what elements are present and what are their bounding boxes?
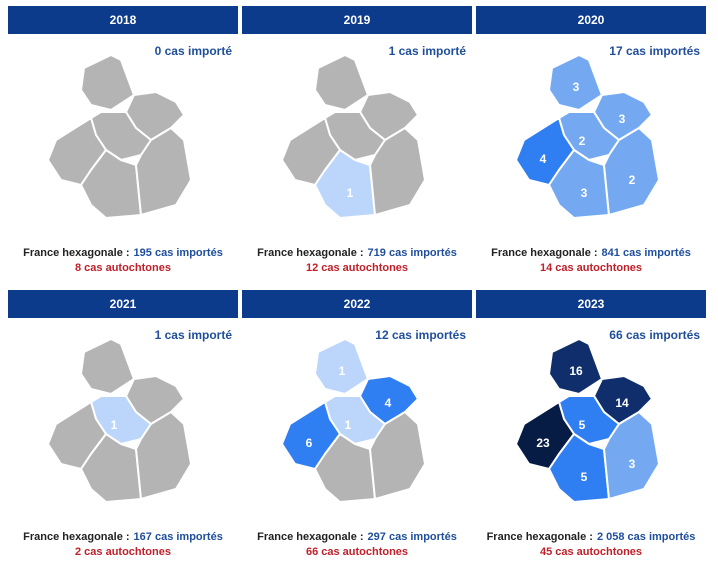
department xyxy=(369,411,426,500)
imported-count: 1 cas importé xyxy=(389,44,467,58)
department xyxy=(369,127,426,216)
department-count: 1 xyxy=(345,418,352,432)
panel-header xyxy=(8,6,238,34)
france-imported: 167 cas importés xyxy=(134,531,223,543)
france-line: France hexagonale : 2 058 cas importés xyxy=(487,531,696,543)
imported-count: 66 cas importés xyxy=(609,328,700,342)
france-imported: 719 cas importés xyxy=(368,247,457,259)
department xyxy=(548,338,603,395)
department xyxy=(314,54,369,111)
department-count: 1 xyxy=(347,186,354,200)
panel-body: 1 cas importé 1 France hexagonale : 719 cas… xyxy=(257,44,466,274)
region-map: 16 14 5 23 5 3 xyxy=(515,338,660,503)
panel-header xyxy=(476,6,706,34)
department-count: 3 xyxy=(573,80,580,94)
department-count: 5 xyxy=(581,470,588,484)
panel: 2019 1 cas importé 1 France hexagonale : 719… xyxy=(242,6,472,274)
france-label: France hexagonale : xyxy=(23,247,129,259)
imported-count: 12 cas importés xyxy=(375,328,466,342)
france-imported: 195 cas importés xyxy=(134,247,223,259)
autochthonous-count: 14 cas autochtones xyxy=(540,262,642,274)
department-count: 14 xyxy=(615,396,629,410)
department xyxy=(80,54,135,111)
department-count: 3 xyxy=(619,112,626,126)
france-imported: 297 cas importés xyxy=(368,531,457,543)
department-count: 6 xyxy=(306,436,313,450)
department-count: 4 xyxy=(385,396,392,410)
panel-year: 2022 xyxy=(344,297,371,311)
department-count: 2 xyxy=(629,173,636,187)
department-count: 23 xyxy=(536,436,550,450)
department xyxy=(80,338,135,395)
france-line: France hexagonale : 297 cas importés xyxy=(257,531,457,543)
region-map xyxy=(47,54,192,219)
imported-count: 0 cas importé xyxy=(155,44,233,58)
department-count: 5 xyxy=(579,418,586,432)
panel: 2022 12 cas importés 1 4 1 6 France hexagonale… xyxy=(242,290,472,558)
department-count: 3 xyxy=(629,457,636,471)
department xyxy=(135,411,192,500)
france-line: France hexagonale : 841 cas importés xyxy=(491,247,691,259)
panel: 2023 66 cas importés 16 14 5 23 5 3 France hexag… xyxy=(476,290,706,558)
panel-year: 2023 xyxy=(578,297,605,311)
panel-year: 2020 xyxy=(578,13,605,27)
region-map: 1 xyxy=(281,54,426,219)
autochthonous-count: 66 cas autochtones xyxy=(306,546,408,558)
france-label: France hexagonale : xyxy=(23,531,129,543)
panel-body: 17 cas importés 3 3 2 4 3 2 France hexagonale :… xyxy=(491,44,700,274)
france-label: France hexagonale : xyxy=(257,531,363,543)
panel-header xyxy=(242,290,472,318)
panel-body: 1 cas importé 1 France hexagonale : 167 cas… xyxy=(23,328,232,558)
department xyxy=(135,127,192,216)
panel-header xyxy=(8,290,238,318)
panel-year: 2018 xyxy=(110,13,137,27)
autochthonous-count: 45 cas autochtones xyxy=(540,546,642,558)
france-imported: 841 cas importés xyxy=(602,247,691,259)
department-count: 2 xyxy=(579,134,586,148)
department xyxy=(314,338,369,395)
panel-header xyxy=(476,290,706,318)
panel: 2020 17 cas importés 3 3 2 4 3 2 France hexagona… xyxy=(476,6,706,274)
autochthonous-count: 2 cas autochtones xyxy=(75,546,171,558)
france-line: France hexagonale : 167 cas importés xyxy=(23,531,223,543)
department-count: 4 xyxy=(540,152,547,166)
panel-body: 66 cas importés 16 14 5 23 5 3 France hexagonal… xyxy=(487,328,701,558)
france-imported: 2 058 cas importés xyxy=(597,531,695,543)
department xyxy=(603,411,660,500)
region-map: 1 4 1 6 xyxy=(281,338,426,503)
region-map: 3 3 2 4 3 2 xyxy=(515,54,660,219)
france-label: France hexagonale : xyxy=(487,531,593,543)
autochthonous-count: 12 cas autochtones xyxy=(306,262,408,274)
department-count: 1 xyxy=(339,364,346,378)
panel: 2018 0 cas importé France hexagonale : 195 … xyxy=(8,6,238,274)
department xyxy=(548,54,603,111)
france-line: France hexagonale : 719 cas importés xyxy=(257,247,457,259)
panel-year: 2021 xyxy=(110,297,137,311)
france-line: France hexagonale : 195 cas importés xyxy=(23,247,223,259)
panel-header xyxy=(242,6,472,34)
department-count: 16 xyxy=(569,364,583,378)
panel-year: 2019 xyxy=(344,13,371,27)
panel: 2021 1 cas importé 1 France hexagonale : 167… xyxy=(8,290,238,558)
department xyxy=(603,127,660,216)
panel-body: 12 cas importés 1 4 1 6 France hexagonale : 29… xyxy=(257,328,466,558)
france-label: France hexagonale : xyxy=(491,247,597,259)
panel-body: 0 cas importé France hexagonale : 195 cas … xyxy=(23,44,232,274)
imported-count: 17 cas importés xyxy=(609,44,700,58)
department-count: 1 xyxy=(111,418,118,432)
department-count: 3 xyxy=(581,186,588,200)
region-map: 1 xyxy=(47,338,192,503)
france-label: France hexagonale : xyxy=(257,247,363,259)
imported-count: 1 cas importé xyxy=(155,328,233,342)
autochthonous-count: 8 cas autochtones xyxy=(75,262,171,274)
